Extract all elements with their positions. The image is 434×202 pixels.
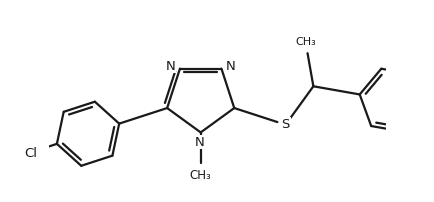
Text: N: N bbox=[225, 60, 235, 73]
Text: N: N bbox=[165, 60, 175, 73]
Text: Cl: Cl bbox=[24, 146, 37, 159]
Text: CH₃: CH₃ bbox=[295, 37, 316, 47]
Text: N: N bbox=[194, 136, 204, 148]
Text: CH₃: CH₃ bbox=[189, 168, 211, 181]
Text: S: S bbox=[281, 118, 289, 131]
